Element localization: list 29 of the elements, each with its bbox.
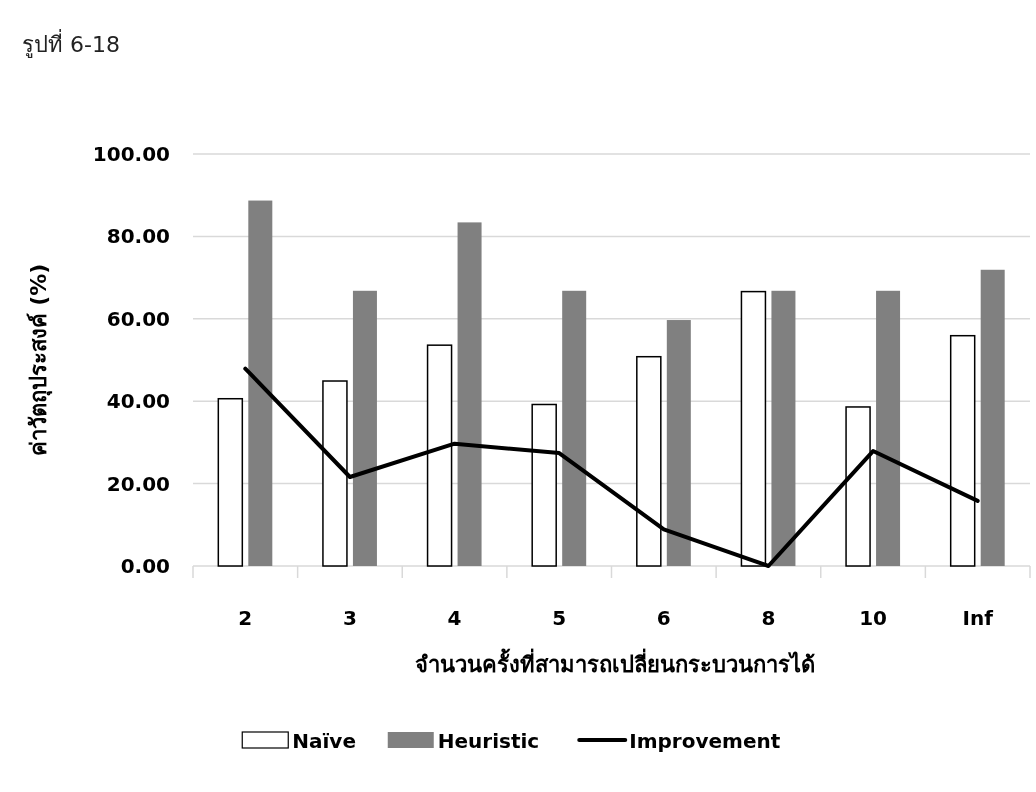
bar (666, 320, 691, 566)
x-axis-title: จำนวนครั้งที่สามารถเปลี่ยนกระบวนการได้ (414, 648, 815, 677)
x-tick-label: 4 (447, 606, 462, 630)
y-tick-label: 20.00 (106, 471, 170, 496)
x-tick-label: 10 (859, 606, 887, 630)
x-tick-label: Inf (962, 606, 994, 630)
legend-label: Heuristic (437, 729, 540, 753)
y-tick-label: 100.00 (92, 142, 170, 166)
x-tick-label: 3 (342, 606, 357, 630)
legend-label: Naïve (292, 729, 356, 753)
y-axis-title: ค่าวัตถุประสงค์ (%) (26, 263, 53, 457)
bar (771, 290, 796, 566)
y-tick-label: 0.00 (120, 554, 170, 578)
text: รูปที่ 6-18 (22, 29, 120, 58)
x-tick-label: 2 (238, 606, 253, 630)
bar (217, 397, 244, 567)
y-tick-label: 60.00 (106, 306, 170, 331)
y-tick-label: 80.00 (106, 224, 170, 249)
bar (457, 222, 482, 566)
x-tick-label: 8 (761, 606, 776, 630)
x-tick-label: 5 (552, 606, 567, 630)
bar (980, 269, 1005, 566)
x-tick-label: 6 (656, 606, 671, 630)
bar (248, 200, 273, 566)
bar (562, 290, 587, 566)
legend-label: Improvement (629, 729, 781, 753)
bar (876, 290, 901, 566)
bar (352, 290, 377, 566)
y-tick-label: 40.00 (106, 389, 170, 414)
